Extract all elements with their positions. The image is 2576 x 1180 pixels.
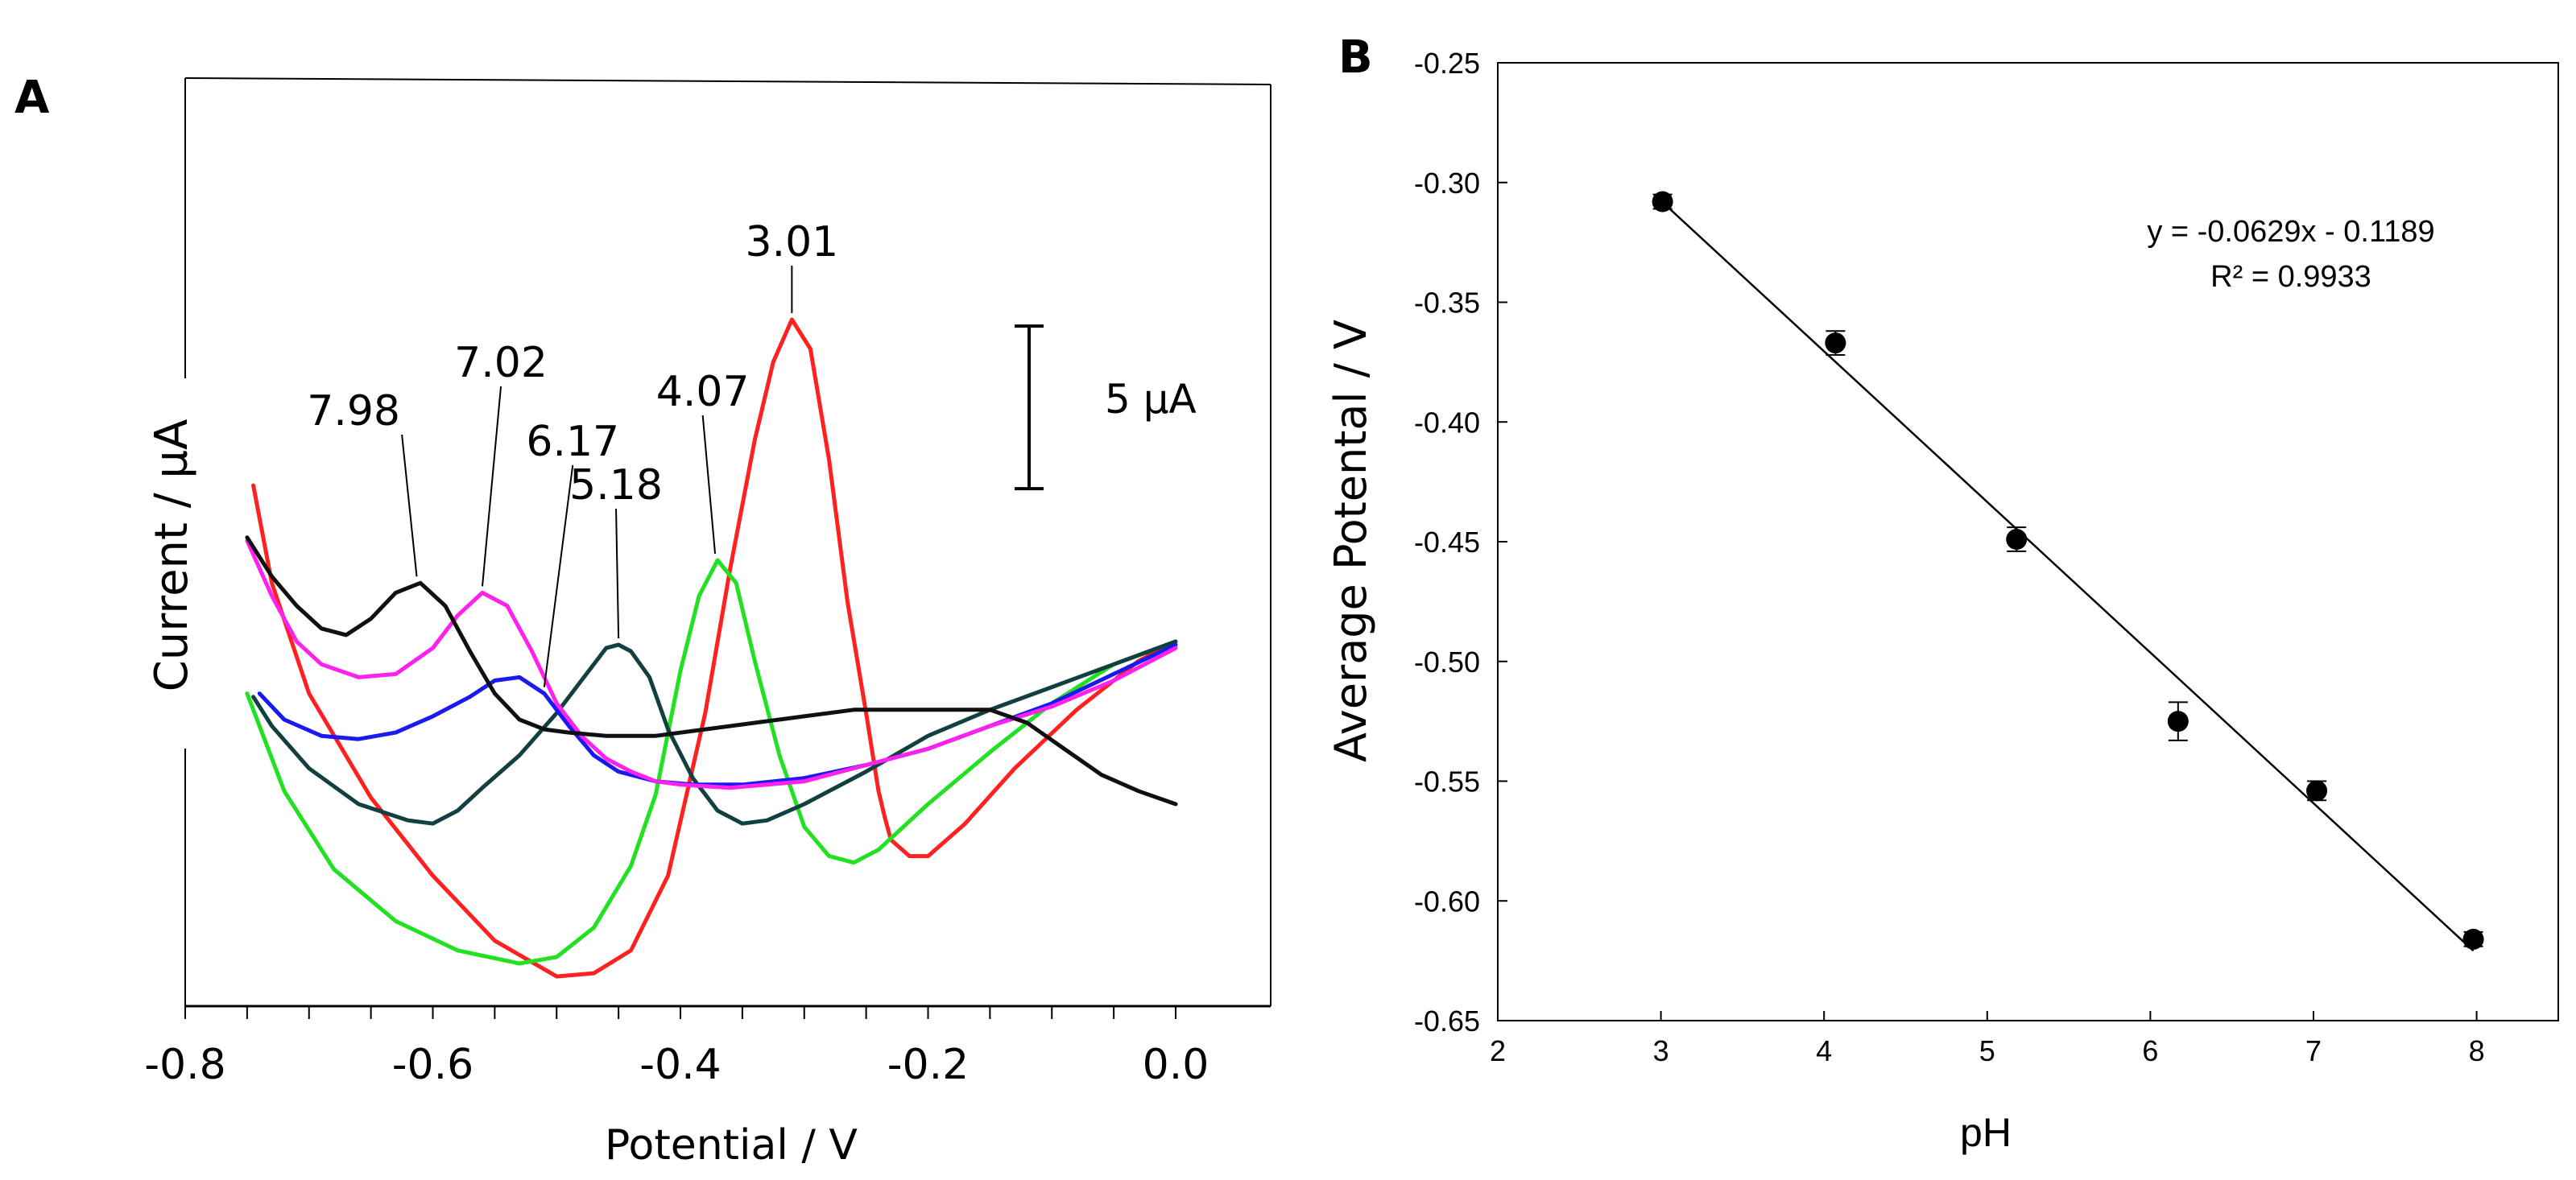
data-point — [1825, 332, 1846, 354]
panel-b-y-tick-label: -0.40 — [1414, 406, 1480, 439]
peak-label: 7.02 — [454, 339, 548, 387]
panel-a-x-label: Potential / V — [605, 1121, 858, 1170]
panel-b-y-tick-label: -0.45 — [1414, 526, 1480, 559]
panel-a-x-tick-label: -0.8 — [144, 1041, 225, 1089]
panel-b: B 2 3 4 5 6 7 8 -0.25 -0.30 -0.35 -0.40 -0.45 -0.50 -… — [1325, 31, 2559, 1155]
series-line-ph-7-02 — [245, 538, 1178, 790]
panel-b-x-tick-label: 4 — [1816, 1034, 1832, 1067]
scale-bar: 5 µA — [1015, 324, 1197, 491]
panel-b-letter: B — [1338, 31, 1373, 84]
peak-label: 6.17 — [526, 418, 619, 466]
data-point — [2006, 529, 2028, 551]
panel-b-x-label: pH — [1960, 1110, 2012, 1155]
panel-a-x-tick-label: 0.0 — [1143, 1041, 1209, 1089]
panel-b-points — [1652, 191, 2484, 950]
panel-b-ticks: 2 3 4 5 6 7 8 -0.25 -0.30 -0.35 -0.40 -0.45 -0.50 -0.… — [1414, 47, 2485, 1067]
panel-b-x-tick-label: 2 — [1490, 1034, 1506, 1067]
panel-b-x-tick-label: 7 — [2305, 1034, 2322, 1067]
panel-a-top-border — [184, 77, 1271, 85]
data-point — [1652, 191, 1673, 212]
scale-bar-label: 5 µA — [1105, 376, 1197, 423]
peak-leader-line — [701, 415, 717, 555]
y-label-mask — [158, 378, 209, 749]
panel-b-y-tick-label: -0.50 — [1414, 646, 1480, 679]
panel-a-series — [245, 317, 1178, 979]
series-line-ph-3-01 — [251, 317, 1178, 979]
panel-b-y-tick-label: -0.35 — [1414, 287, 1480, 320]
peak-leader-line — [401, 434, 418, 577]
panel-b-x-tick-label: 3 — [1653, 1034, 1669, 1067]
data-point — [2462, 928, 2484, 950]
peak-leader-line — [615, 508, 620, 639]
peak-leader-line — [482, 386, 502, 587]
panel-b-x-tick-label: 5 — [1979, 1034, 1995, 1067]
panel-b-y-tick-label: -0.65 — [1414, 1005, 1480, 1038]
panel-a-frame — [184, 77, 1271, 1008]
panel-b-x-tick-label: 6 — [2142, 1034, 2158, 1067]
panel-b-y-tick-label: -0.60 — [1414, 885, 1480, 918]
panel-a-letter: A — [14, 72, 50, 124]
peak-leader-line — [543, 464, 574, 687]
peak-label: 3.01 — [745, 218, 838, 266]
panel-a-x-tick-label: -0.2 — [887, 1041, 969, 1089]
series-line-ph-5-18 — [251, 639, 1178, 826]
regression-line — [1661, 201, 2475, 952]
data-point — [2306, 780, 2328, 802]
panel-a-x-tick-label: -0.6 — [392, 1041, 473, 1089]
data-point — [2167, 711, 2189, 732]
panel-b-y-tick-label: -0.55 — [1414, 765, 1480, 798]
panel-a-peak-labels: 3.01 4.07 5.186.17 7.02 7.98 — [307, 218, 838, 687]
peak-label: 4.07 — [656, 368, 750, 416]
panel-a: A -0.8 -0.6 -0.4 -0.2 0.0 3.01 4.07 5.186.17 7.… — [14, 72, 1271, 1170]
regression-equation: y = -0.0629x - 0.1189 — [2147, 215, 2434, 249]
panel-b-x-tick-label: 8 — [2469, 1034, 2485, 1067]
peak-label: 5.18 — [569, 461, 663, 510]
panel-b-y-label: Average Potental / V — [1325, 320, 1376, 762]
panel-a-x-tick-label: -0.4 — [639, 1041, 721, 1089]
panel-b-y-tick-label: -0.30 — [1414, 167, 1480, 200]
panel-a-y-label: Current / µA — [146, 419, 198, 692]
panel-b-y-tick-label: -0.25 — [1414, 47, 1480, 80]
panel-a-ticks: -0.8 -0.6 -0.4 -0.2 0.0 — [144, 1006, 1209, 1089]
peak-label: 7.98 — [307, 387, 400, 435]
r-squared: R² = 0.9933 — [2210, 260, 2371, 294]
series-line-ph-7-98 — [245, 535, 1178, 807]
series-line-ph-4-07 — [245, 558, 1178, 966]
